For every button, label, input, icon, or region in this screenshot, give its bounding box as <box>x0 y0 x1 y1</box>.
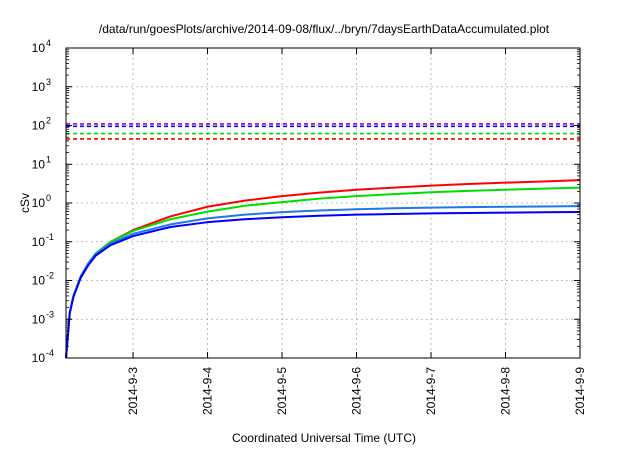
y-tick-exponent: 1 <box>46 154 51 164</box>
y-tick-label: 10 <box>32 119 46 133</box>
y-tick-label: 10 <box>32 235 46 249</box>
series-group <box>65 123 581 359</box>
y-tick-exponent: -2 <box>46 271 54 281</box>
x-axis-title: Coordinated Universal Time (UTC) <box>232 431 416 445</box>
y-tick-exponent: -3 <box>46 309 54 319</box>
series-line <box>65 211 581 359</box>
ticks <box>66 47 581 359</box>
y-tick-label: 10 <box>32 80 46 94</box>
x-tick-label: 2014-9-6 <box>350 367 364 415</box>
y-tick-label: 10 <box>32 157 46 171</box>
series-line <box>65 205 581 359</box>
x-tick-labels: 2014-9-3 2014-9-4 2014-9-5 2014-9-6 2014-9-7… <box>126 367 587 415</box>
chart-title: /data/run/goesPlots/archive/2014-09-08/f… <box>99 22 550 36</box>
x-tick-label: 2014-9-8 <box>499 367 513 415</box>
y-tick-exponent: -4 <box>46 348 54 358</box>
y-tick-exponent: 4 <box>46 38 51 48</box>
y-tick-exponent: -1 <box>46 232 54 242</box>
y-tick-exponent: 2 <box>46 116 51 126</box>
y-tick-label: 10 <box>32 312 46 326</box>
y-tick-exponent: 0 <box>46 193 51 203</box>
grid <box>66 48 580 358</box>
x-tick-label: 2014-9-9 <box>573 367 587 415</box>
x-tick-label: 2014-9-4 <box>201 367 215 415</box>
y-tick-exponent: 3 <box>46 77 51 87</box>
x-tick-label: 2014-9-5 <box>275 367 289 415</box>
y-tick-label: 10 <box>32 41 46 55</box>
x-tick-label: 2014-9-3 <box>126 367 140 415</box>
y-tick-label: 10 <box>32 274 46 288</box>
x-tick-label: 2014-9-7 <box>424 367 438 415</box>
y-tick-label: 10 <box>32 351 46 365</box>
y-axis-title: cSv <box>18 193 32 213</box>
y-tick-label: 10 <box>32 196 46 210</box>
